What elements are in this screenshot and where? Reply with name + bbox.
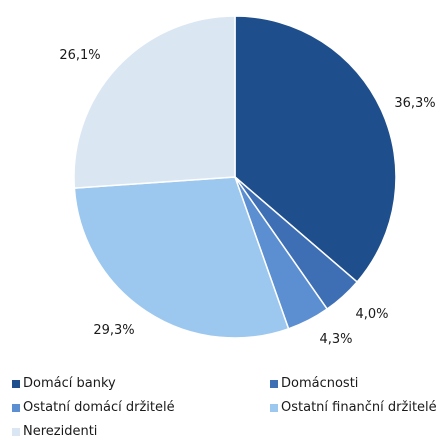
legend-item-ostatni-domaci-drzitele: Ostatní domácí držitelé (12, 400, 175, 416)
chart-legend: Domácí banky Domácnosti Ostatní domácí d… (0, 372, 443, 440)
legend-label-ostatni-financni-drzitele: Ostatní finanční držitelé (281, 400, 437, 415)
legend-item-ostatni-financni-drzitele: Ostatní finanční držitelé (270, 400, 437, 416)
legend-label-nerezidenti: Nerezidenti (23, 424, 98, 439)
data-label-domacnosti: 4,0% (355, 307, 388, 322)
pie-slices (73, 15, 397, 339)
legend-label-domaci-banky: Domácí banky (23, 376, 116, 391)
data-label-nerezidenti: 26,1% (59, 48, 100, 63)
legend-item-domacnosti: Domácnosti (270, 376, 358, 392)
legend-label-domacnosti: Domácnosti (281, 376, 359, 391)
legend-item-domaci-banky: Domácí banky (12, 376, 116, 392)
legend-swatch-domacnosti (270, 380, 278, 388)
data-label-ostatni-domaci-drzitele: 4,3% (319, 332, 352, 347)
data-label-ostatni-financni-drzitele: 29,3% (93, 323, 134, 338)
pie-slice-domaci-banky (234, 15, 397, 284)
pie-slice-nerezidenti (73, 15, 236, 189)
pie-slice-ostatni-financni-drzitele (73, 176, 290, 339)
legend-item-nerezidenti: Nerezidenti (12, 424, 97, 440)
legend-swatch-domaci-banky (12, 380, 20, 388)
pie-chart: 36,3% 4,0%4,3% 29,3% 26,1% (59, 15, 436, 347)
legend-swatch-nerezidenti (12, 428, 20, 436)
data-label-domaci-banky: 36,3% (394, 96, 435, 111)
legend-swatch-ostatni-financni-drzitele (270, 404, 278, 412)
pie-data-labels: 36,3% 4,0%4,3% 29,3% 26,1% (59, 48, 435, 347)
legend-swatch-ostatni-domaci-drzitele (12, 404, 20, 412)
legend-label-ostatni-domaci-drzitele: Ostatní domácí držitelé (23, 400, 175, 415)
